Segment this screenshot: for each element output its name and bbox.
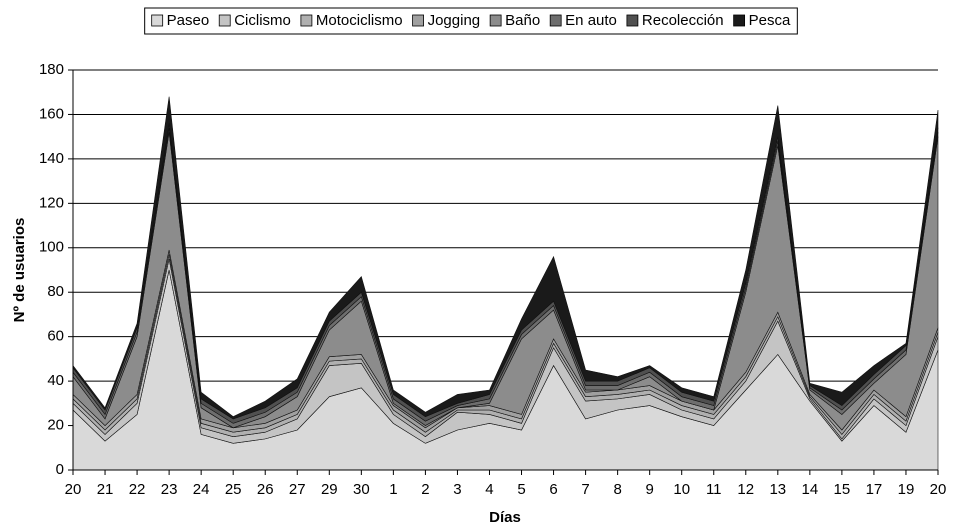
x-tick-label: 8: [613, 481, 621, 498]
x-tick-label: 4: [485, 481, 493, 498]
x-tick-label: 10: [673, 481, 690, 498]
y-tick-label: 120: [39, 194, 64, 211]
x-tick-label: 20: [65, 481, 82, 498]
legend-swatch: [151, 14, 164, 27]
legend-swatch: [412, 14, 424, 27]
legend-label: Ciclismo: [234, 12, 291, 29]
x-tick-label: 17: [866, 481, 883, 498]
x-tick-label: 14: [802, 481, 819, 498]
x-tick-label: 6: [549, 481, 557, 498]
legend-swatch: [549, 14, 562, 27]
x-tick-label: 21: [97, 481, 114, 498]
y-tick-label: 140: [39, 150, 64, 167]
x-tick-label: 20: [930, 481, 947, 498]
legend-box: [144, 7, 798, 35]
x-tick-label: 11: [706, 481, 722, 498]
y-tick-label: 0: [56, 461, 64, 478]
x-tick-label: 22: [129, 481, 146, 498]
y-tick-label: 80: [47, 283, 64, 300]
x-axis-label: Días: [489, 509, 521, 526]
x-tick-label: 27: [289, 481, 306, 498]
legend-swatch: [300, 14, 313, 27]
legend-label: Pesca: [749, 12, 791, 29]
y-axis-label: Nº de usuarios: [11, 218, 28, 323]
y-tick-label: 40: [47, 372, 64, 389]
y-tick-label: 160: [39, 105, 64, 122]
area: [72, 132, 939, 431]
legend-label: Jogging: [428, 12, 481, 29]
y-tick-label: 100: [39, 239, 64, 256]
legend-label: Recolección: [642, 12, 724, 29]
y-tick-label: 60: [47, 328, 64, 345]
area: [72, 96, 939, 420]
legend-swatch: [626, 14, 639, 27]
x-tick-label: 1: [389, 481, 397, 498]
x-tick-label: 15: [834, 481, 851, 498]
x-tick-label: 23: [161, 481, 178, 498]
legend-swatch: [218, 14, 231, 27]
x-tick-label: 24: [193, 481, 210, 498]
y-tick-label: 20: [47, 417, 64, 434]
x-tick-label: 25: [225, 481, 242, 498]
legend-swatch: [489, 14, 502, 27]
legend-label: En auto: [565, 12, 617, 29]
x-tick-label: 12: [737, 481, 754, 498]
x-tick-label: 2: [421, 481, 429, 498]
x-tick-label: 9: [645, 481, 653, 498]
x-tick-label: 26: [257, 481, 274, 498]
x-tick-label: 7: [581, 481, 589, 498]
x-tick-label: 3: [453, 481, 461, 498]
legend-swatch: [733, 14, 746, 27]
legend-label: Motociclismo: [316, 12, 403, 29]
x-tick-label: 5: [517, 481, 525, 498]
y-tick-label: 180: [39, 61, 64, 78]
x-tick-label: 30: [353, 481, 370, 498]
x-tick-label: 19: [898, 481, 915, 498]
legend: Paseo Ciclismo Motociclismo Jogging Baño En a…: [144, 7, 798, 35]
x-tick-label: 29: [321, 481, 338, 498]
x-tick-label: 13: [769, 481, 786, 498]
legend-label: Paseo: [167, 12, 210, 29]
legend-label: Baño: [505, 12, 540, 29]
